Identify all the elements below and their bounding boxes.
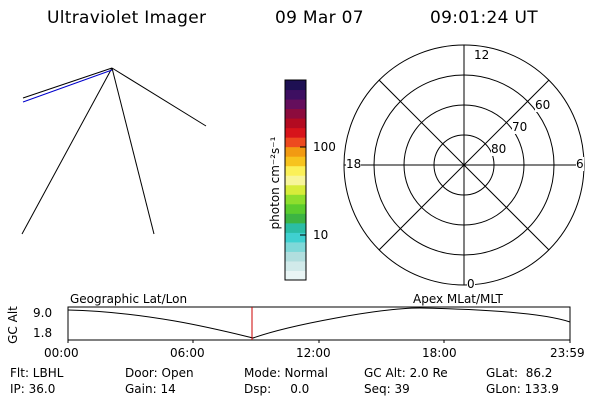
glon-status: GLon: 133.9 xyxy=(486,382,559,396)
date-label: 09 Mar 07 xyxy=(275,8,364,28)
instrument-title: Ultraviolet Imager xyxy=(47,8,207,28)
gc-alt-status: GC Alt: 2.0 Re xyxy=(364,366,448,380)
mlt-label-0: 0 xyxy=(467,277,475,291)
color-scale-frame xyxy=(284,79,307,281)
color-scale-label-100: 100 xyxy=(313,140,336,154)
color-scale-label-10: 10 xyxy=(313,228,329,242)
color-scale-segment xyxy=(285,213,306,224)
color-scale-segment xyxy=(285,194,306,205)
track-y-bottom: 1.8 xyxy=(33,326,53,340)
lat-label-60: 60 xyxy=(535,98,551,112)
filter-status: Flt: LBHL xyxy=(10,366,64,380)
mlt-label-12: 12 xyxy=(474,48,490,62)
track-right-title: Apex MLat/MLT xyxy=(413,292,503,306)
color-scale-segment xyxy=(285,222,306,233)
color-scale-segment xyxy=(285,89,306,100)
track-x-tick-2359: 23:59 xyxy=(550,346,585,360)
track-x-tick-0000: 00:00 xyxy=(44,346,79,360)
polar-diagonal-2 xyxy=(378,79,550,251)
track-left-title: Geographic Lat/Lon xyxy=(70,292,188,306)
track-x-tick-0600: 06:00 xyxy=(170,346,205,360)
track-x-tick-1800: 18:00 xyxy=(422,346,457,360)
map-line-west xyxy=(22,67,113,99)
color-scale-segment xyxy=(285,203,306,214)
track-y-top: 9.0 xyxy=(33,306,53,320)
altitude-curve xyxy=(67,307,571,339)
color-scale-segment xyxy=(285,251,306,262)
color-scale-segment xyxy=(285,108,306,119)
color-scale-segment xyxy=(285,232,306,243)
color-scale-segment xyxy=(285,127,306,138)
mlt-label-6: 6 xyxy=(576,157,584,171)
color-scale-segment xyxy=(285,137,306,148)
map-line-south xyxy=(111,67,155,235)
color-scale-segment xyxy=(285,241,306,252)
orbit-track-line xyxy=(22,69,113,103)
color-scale-segment xyxy=(285,184,306,195)
color-scale-segment xyxy=(285,270,306,281)
color-scale-segment xyxy=(285,80,306,91)
color-scale-segment xyxy=(285,156,306,167)
color-scale-segment xyxy=(285,99,306,110)
color-scale-segment xyxy=(285,260,306,271)
door-status: Door: Open xyxy=(125,366,194,380)
lat-label-80: 80 xyxy=(491,142,507,156)
ip-status: IP: 36.0 xyxy=(10,382,56,396)
gain-status: Gain: 14 xyxy=(125,382,176,396)
color-scale-segment xyxy=(285,146,306,157)
lat-label-70: 70 xyxy=(512,120,528,134)
mlt-label-18: 18 xyxy=(346,157,362,171)
map-line-southwest xyxy=(21,67,113,235)
track-frame xyxy=(67,306,571,341)
dsp-status: Dsp: 0.0 xyxy=(244,382,310,396)
map-line-east xyxy=(111,67,207,127)
track-x-tick-1200: 12:00 xyxy=(296,346,331,360)
sequence-status: Seq: 39 xyxy=(364,382,410,396)
mode-status: Mode: Normal xyxy=(244,366,328,380)
color-scale-segment xyxy=(285,165,306,176)
glat-status: GLat: 86.2 xyxy=(486,366,553,380)
color-scale-segment xyxy=(285,118,306,129)
color-scale-segment xyxy=(285,175,306,186)
time-label: 09:01:24 UT xyxy=(430,8,538,28)
